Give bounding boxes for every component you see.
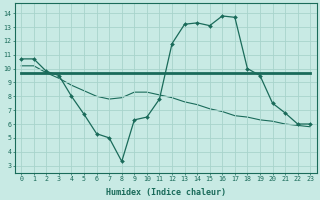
X-axis label: Humidex (Indice chaleur): Humidex (Indice chaleur) (106, 188, 226, 197)
